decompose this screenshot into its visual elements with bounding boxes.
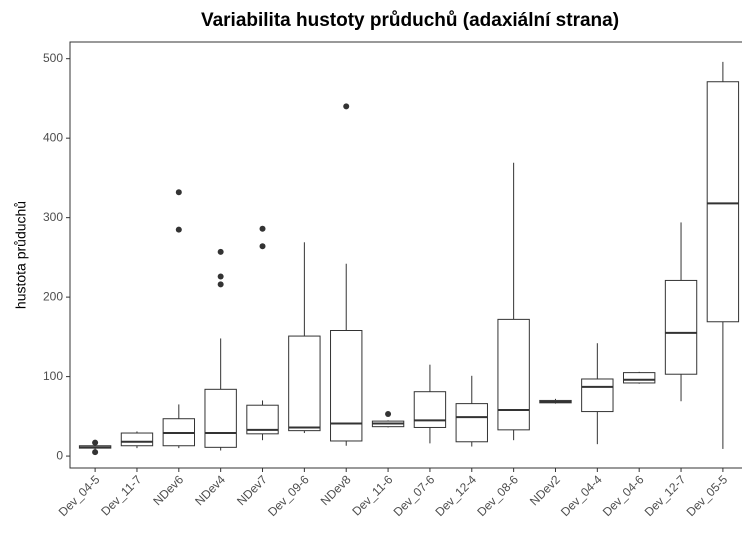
panel-border [69, 41, 742, 469]
x-tick-label: Dev_09-6 [265, 472, 312, 519]
outlier [175, 226, 182, 233]
box [622, 372, 656, 384]
box [664, 279, 698, 375]
box [413, 391, 447, 428]
box [706, 81, 740, 323]
outlier [385, 410, 392, 417]
outlier [92, 439, 99, 446]
box [497, 318, 530, 431]
x-tick-label: Dev_04-4 [558, 472, 605, 519]
x-tick-label: NDev8 [318, 472, 354, 508]
box [204, 388, 237, 448]
outlier [259, 225, 266, 232]
outlier [343, 103, 350, 110]
x-tick-label: Dev_07-6 [391, 472, 438, 519]
y-tick-label: 400 [43, 130, 63, 144]
outlier [259, 243, 266, 250]
x-tick-label: NDev7 [234, 472, 270, 508]
y-tick-label: 500 [43, 51, 63, 65]
x-tick-label: Dev_12-4 [432, 472, 479, 519]
x-tick-label: Dev_04-6 [600, 472, 647, 519]
box [581, 378, 614, 413]
outlier [92, 449, 99, 456]
outlier [217, 281, 224, 288]
chart-title: Variabilita hustoty průduchů (adaxiální … [201, 10, 619, 31]
x-tick-label: NDev6 [150, 472, 186, 508]
x-tick-label: Dev_05-5 [684, 472, 731, 519]
outlier [175, 189, 182, 196]
outlier [217, 273, 224, 280]
x-tick-label: Dev_04-5 [56, 472, 103, 519]
x-tick-label: Dev_08-6 [474, 472, 521, 519]
x-tick-label: Dev_11-7 [98, 472, 144, 518]
box [120, 432, 154, 447]
x-tick-label: NDev2 [527, 472, 563, 508]
y-tick-label: 0 [56, 448, 63, 462]
outlier [217, 248, 224, 255]
x-tick-label: Dev_11-6 [349, 472, 395, 518]
box [288, 335, 321, 432]
x-tick-label: NDev4 [192, 472, 228, 508]
y-tick-label: 200 [43, 289, 63, 303]
y-tick-label: 100 [43, 369, 63, 383]
y-axis-label: hustota průduchů [13, 201, 29, 309]
x-tick-label: Dev_12-7 [642, 472, 689, 519]
box [455, 403, 488, 443]
y-tick-label: 300 [43, 210, 63, 224]
